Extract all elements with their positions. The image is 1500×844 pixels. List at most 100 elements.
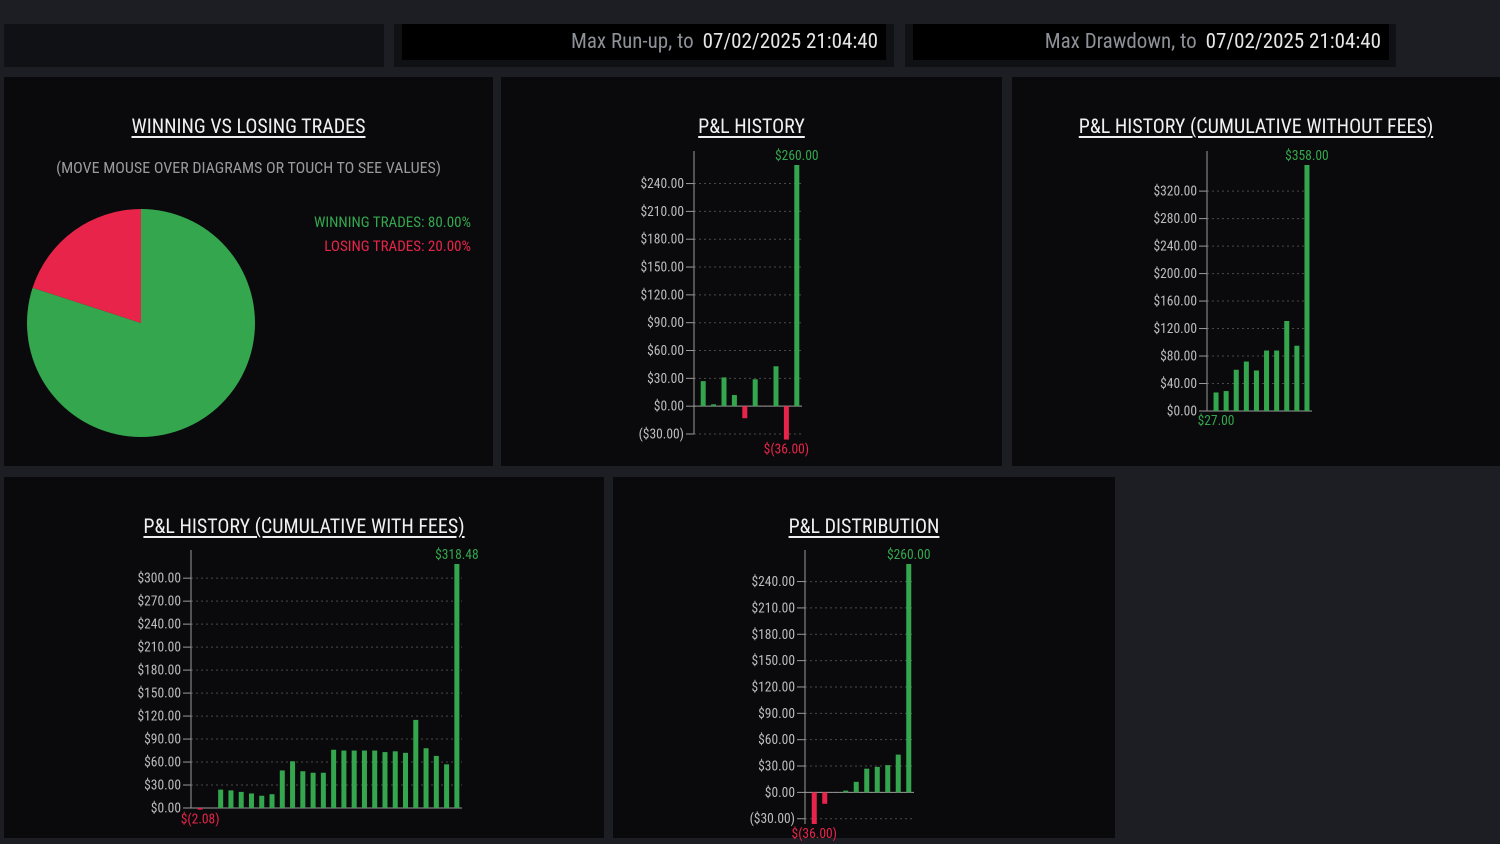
bar [290, 761, 296, 808]
bar [259, 795, 265, 808]
bar [773, 366, 779, 407]
y-tick-label: $180.00 [751, 627, 795, 643]
bar [413, 719, 419, 808]
distribution-title: P&L DISTRIBUTION [788, 514, 940, 538]
winloss-pie-chart[interactable] [4, 77, 493, 466]
y-tick-label: $40.00 [1160, 376, 1197, 392]
bar [742, 406, 748, 419]
distribution-bar-chart[interactable]: ($30.00) $0.00 $30.00 $60.00 $90.00 $120.00 $1… [613, 477, 1115, 842]
bar [711, 404, 717, 407]
min-value-label: $(36.00) [792, 826, 837, 842]
pie-slice-losing-trades [32, 209, 141, 323]
y-tick-label: $30.00 [647, 371, 684, 387]
history-bar-chart[interactable]: ($30.00) $0.00 $30.00 $60.00 $90.00 $120.00 $1… [501, 77, 1002, 466]
run-up-label: Max Run-up, to [571, 30, 694, 54]
y-tick-label: $120.00 [137, 709, 181, 725]
bar [248, 793, 254, 808]
bar [361, 750, 367, 808]
bar [1213, 392, 1219, 411]
bar [372, 750, 378, 808]
run-up-box: Max Run-up, to 07/02/2025 21:04:40 [402, 24, 886, 60]
bar [874, 766, 880, 793]
y-tick-label: ($30.00) [639, 427, 684, 443]
y-tick-label: $30.00 [758, 759, 795, 775]
y-tick-label: $240.00 [1153, 239, 1197, 255]
cum-nofees-title: P&L HISTORY (CUMULATIVE WITHOUT FEES) [1078, 114, 1434, 138]
y-tick-label: $60.00 [647, 343, 684, 359]
bar [228, 790, 234, 808]
y-tick-label: $210.00 [751, 600, 795, 616]
bar [423, 748, 429, 808]
max-value-label: $358.00 [1285, 148, 1329, 164]
bar [783, 406, 789, 440]
y-tick-label: $90.00 [647, 315, 684, 331]
y-tick-label: $280.00 [1153, 211, 1197, 227]
winloss-panel: WINNING VS LOSING TRADES (MOVE MOUSE OVE… [4, 77, 493, 466]
bar [269, 794, 275, 808]
y-tick-label: $120.00 [1153, 321, 1197, 337]
cum-fees-bar-chart[interactable]: $0.00 $30.00 $60.00 $90.00 $120.00 $150.00 $18… [4, 477, 604, 838]
y-tick-label: $240.00 [137, 617, 181, 633]
bar [822, 792, 828, 804]
legend-losing: LOSING TRADES: 20.00% [324, 237, 471, 255]
y-tick-label: $0.00 [1167, 404, 1197, 420]
cum-fees-title: P&L HISTORY (CUMULATIVE WITH FEES) [143, 514, 465, 538]
cum-fees-panel: P&L HISTORY (CUMULATIVE WITH FEES) $0.00… [4, 477, 604, 838]
y-tick-label: $80.00 [1160, 349, 1197, 365]
pie-slice-winning-trades [26, 209, 255, 437]
run-up-value: 07/02/2025 21:04:40 [702, 30, 878, 54]
bar [1233, 369, 1239, 411]
y-tick-label: $150.00 [751, 653, 795, 669]
winloss-title: WINNING VS LOSING TRADES [131, 114, 366, 138]
bar [341, 750, 347, 808]
bar [811, 792, 817, 824]
min-value-label: $(36.00) [764, 442, 809, 458]
y-tick-label: $30.00 [144, 778, 181, 794]
y-tick-label: $120.00 [640, 287, 684, 303]
y-tick-label: $150.00 [137, 686, 181, 702]
bar [731, 395, 737, 407]
cum-nofees-bar-chart[interactable]: $0.00 $40.00 $80.00 $120.00 $160.00 $200.00 $2… [1012, 77, 1500, 466]
y-tick-label: $180.00 [640, 232, 684, 248]
y-tick-label: $300.00 [137, 571, 181, 587]
bar [794, 165, 800, 407]
history-panel: P&L HISTORY ($30.00) $0.00 $30.00 $60.00 $90… [501, 77, 1002, 466]
bar [279, 770, 285, 808]
min-value-label: $27.00 [1198, 413, 1235, 429]
bar [403, 752, 409, 808]
cum-nofees-panel: P&L HISTORY (CUMULATIVE WITHOUT FEES) $0… [1012, 77, 1500, 466]
bar [752, 379, 758, 407]
y-tick-label: $60.00 [144, 755, 181, 771]
y-tick-label: $210.00 [640, 204, 684, 220]
drawdown-cell: Max Drawdown, to 07/02/2025 21:04:40 [905, 24, 1396, 67]
legend-winning: WINNING TRADES: 80.00% [313, 213, 471, 231]
y-tick-label: $90.00 [758, 706, 795, 722]
bar [197, 808, 203, 810]
min-value-label: $(2.08) [181, 812, 220, 828]
bar [444, 764, 450, 808]
bar [454, 564, 460, 808]
bar [1264, 350, 1270, 411]
y-tick-label: $320.00 [1153, 184, 1197, 200]
y-tick-label: $200.00 [1153, 266, 1197, 282]
bar [320, 772, 326, 808]
drawdown-value: 07/02/2025 21:04:40 [1205, 30, 1381, 54]
bar [1223, 391, 1229, 411]
bar [1243, 361, 1249, 411]
bar [331, 749, 337, 808]
bar [310, 772, 316, 808]
distribution-panel: P&L DISTRIBUTION ($30.00) $0.00 $30.00 $60.… [613, 477, 1115, 842]
y-tick-label: $210.00 [137, 640, 181, 656]
max-value-label: $318.48 [435, 547, 479, 563]
y-tick-label: $240.00 [751, 574, 795, 590]
y-tick-label: $0.00 [765, 785, 795, 801]
bar [843, 790, 849, 793]
bar [700, 381, 706, 407]
bar [218, 789, 224, 808]
bar [895, 754, 901, 793]
bar [853, 781, 859, 793]
drawdown-box: Max Drawdown, to 07/02/2025 21:04:40 [913, 24, 1389, 60]
y-tick-label: $120.00 [751, 679, 795, 695]
bar [300, 771, 306, 808]
bar [721, 377, 727, 407]
